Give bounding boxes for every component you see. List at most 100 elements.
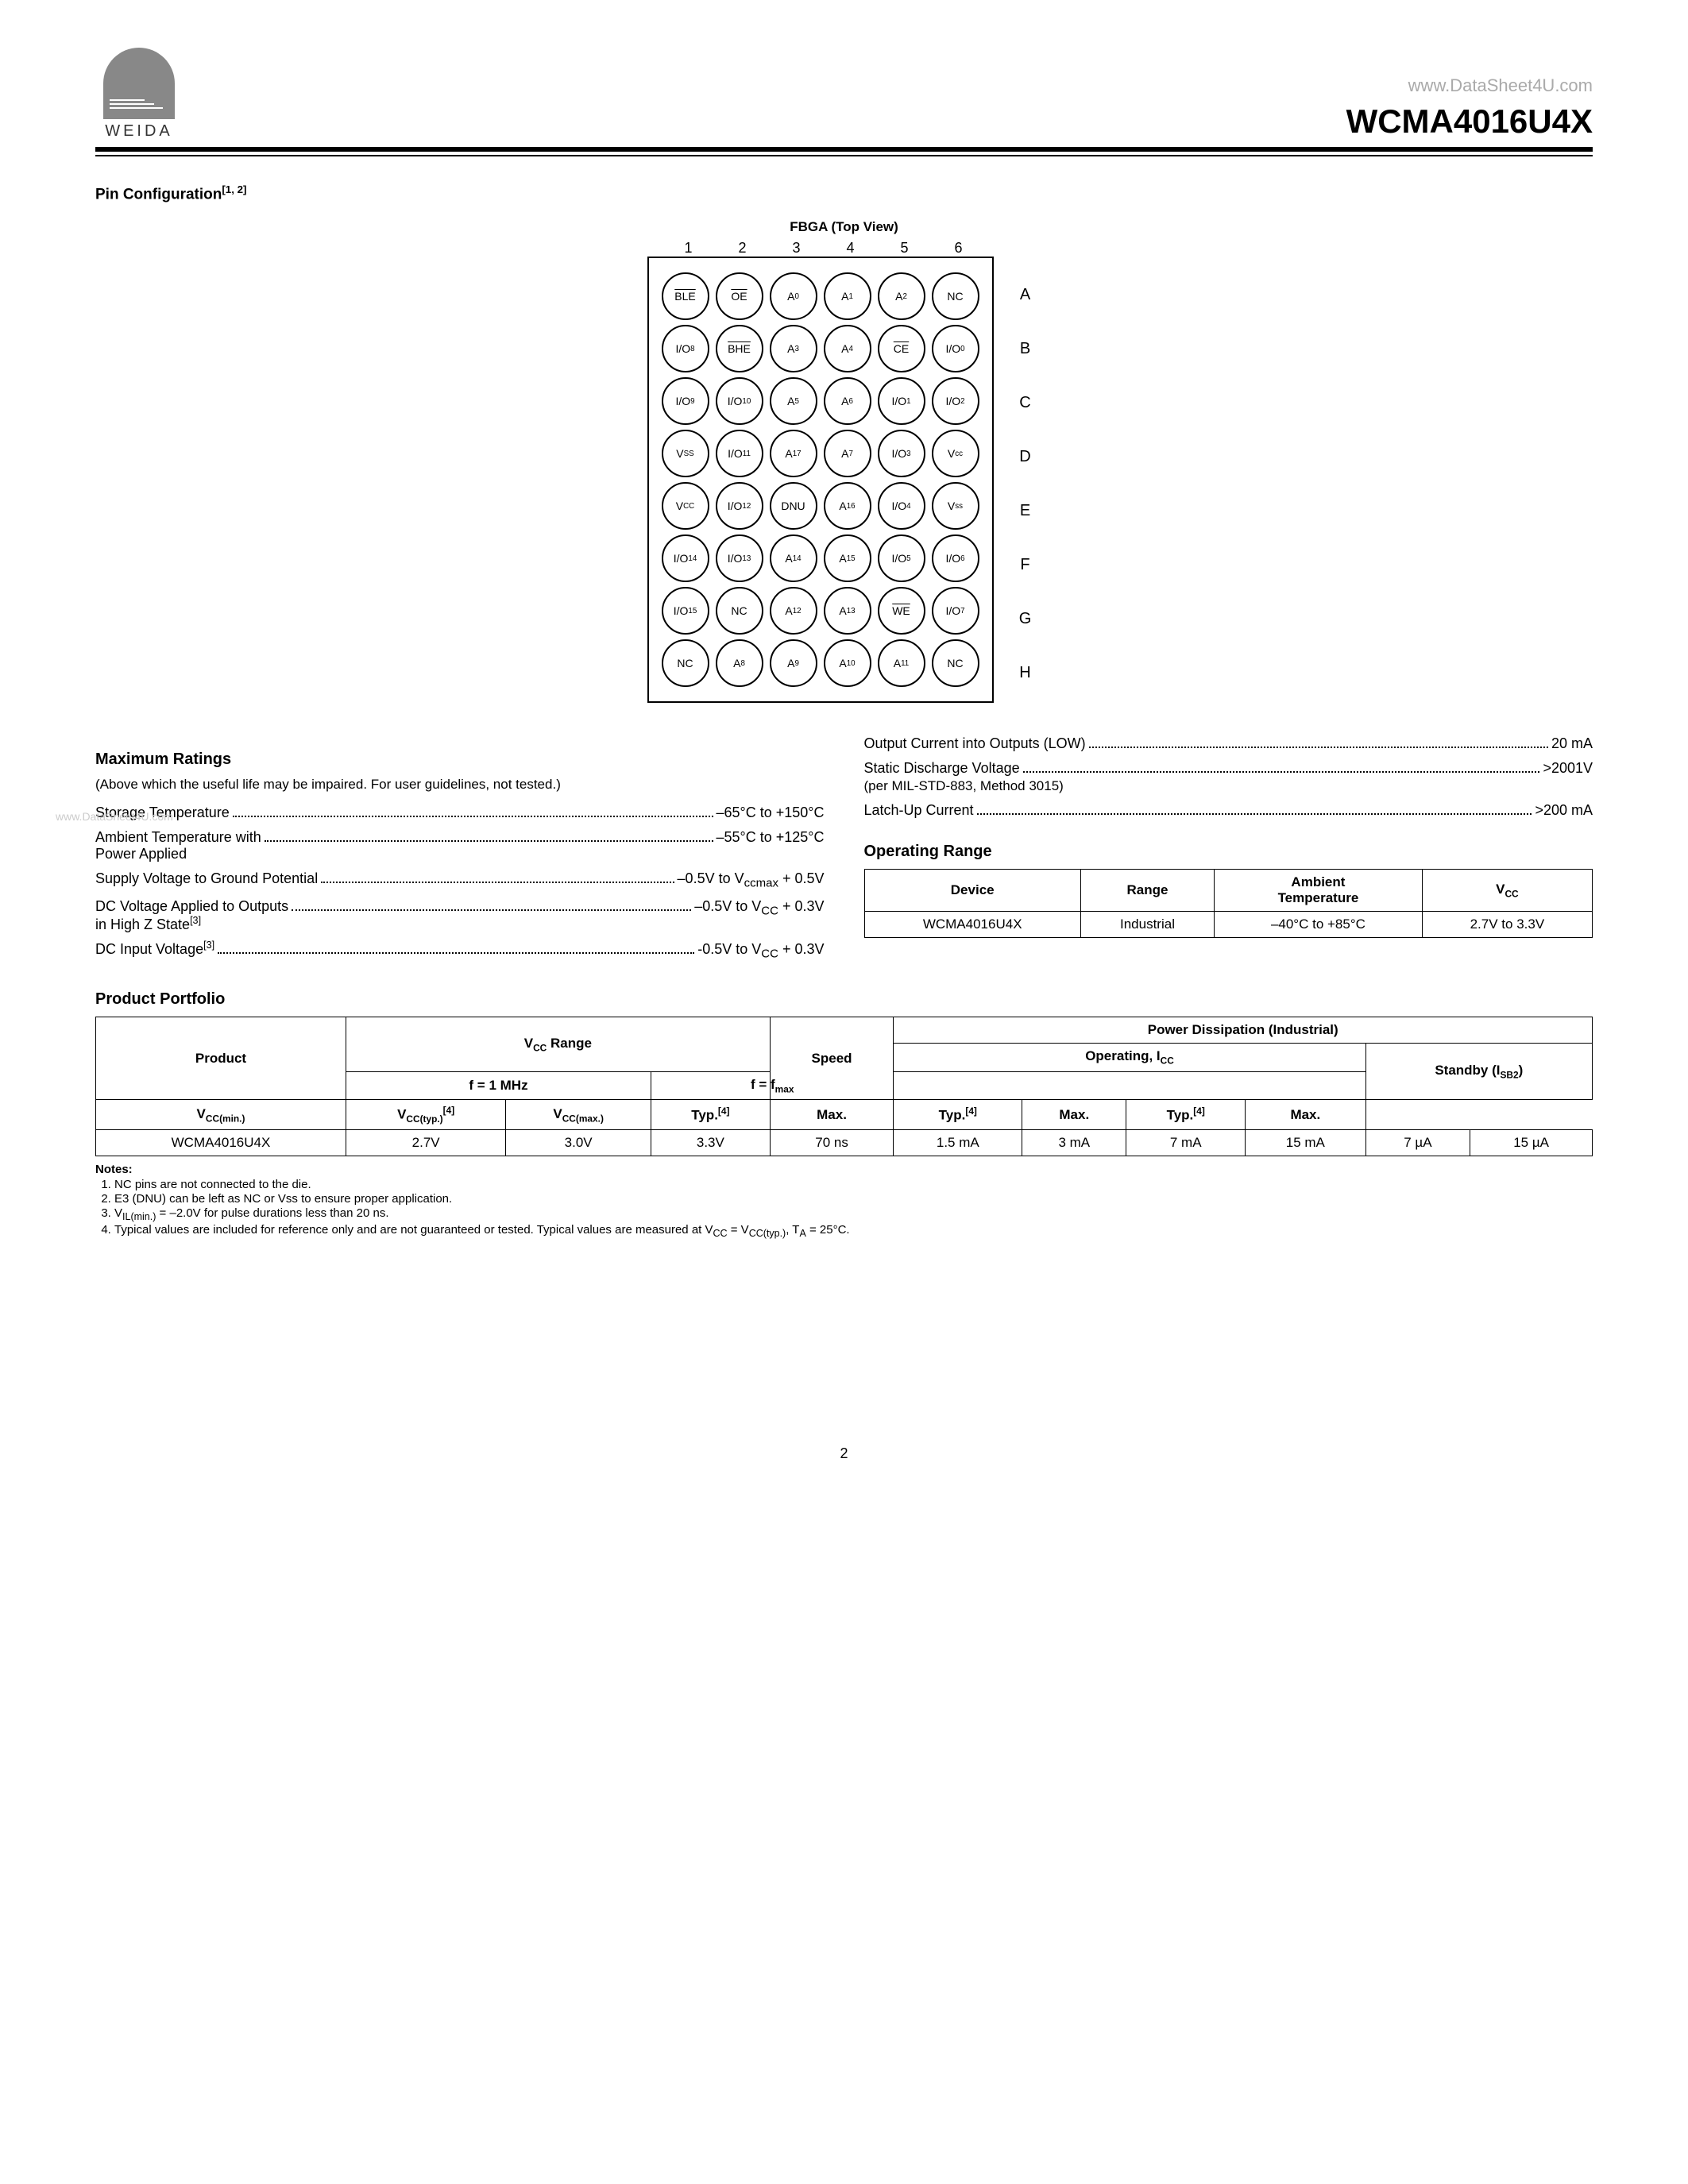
dotted-leader <box>218 940 694 954</box>
fbga-diagram: FBGA (Top View) 123456 BLEOEA0A1A2NCI/O8… <box>95 219 1593 703</box>
fbga-ball: I/O7 <box>932 587 979 635</box>
pin-config-superscript: [1, 2] <box>222 183 246 195</box>
rating-label: Latch-Up Current <box>864 802 974 819</box>
portfolio-h-vccmin: VCC(min.) <box>96 1100 346 1130</box>
header-right: www.DataSheet4U.com WCMA4016U4X <box>1346 75 1593 141</box>
fbga-ball: CE <box>878 325 925 372</box>
portfolio-h-typ3: Typ.[4] <box>1126 1100 1246 1130</box>
logo-graphic <box>103 48 175 119</box>
fbga-ball: A5 <box>770 377 817 425</box>
fbga-row-label: F <box>1010 538 1041 592</box>
rating-line: Ambient Temperature withPower Applied –55… <box>95 828 825 862</box>
portfolio-h-vcctyp: VCC(typ.)[4] <box>346 1100 505 1130</box>
rating-value: –65°C to +150°C <box>717 805 825 821</box>
portfolio-h-f1: f = 1 MHz <box>346 1071 651 1099</box>
op-range-temp: –40°C to +85°C <box>1215 911 1423 937</box>
fbga-ball: A12 <box>770 587 817 635</box>
note-item: NC pins are not connected to the die. <box>114 1178 1593 1191</box>
rating-label: DC Voltage Applied to Outputsin High Z S… <box>95 898 288 933</box>
fbga-ball: I/O0 <box>932 325 979 372</box>
dotted-leader <box>977 801 1532 815</box>
table-row: WCMA4016U4X Industrial –40°C to +85°C 2.… <box>864 911 1593 937</box>
portfolio-h-vcc: VCC Range <box>346 1017 770 1071</box>
fbga-col-header: 2 <box>716 240 770 257</box>
op-range-h-vcc: VCC <box>1422 869 1592 911</box>
logo-text: WEIDA <box>105 122 173 141</box>
watermark: www.DataSheet4U.com <box>56 810 173 823</box>
portfolio-vccmax: 3.3V <box>651 1130 771 1156</box>
fbga-ball: BLE <box>662 272 709 320</box>
max-ratings-column: Maximum Ratings (Above which the useful … <box>95 727 825 967</box>
fbga-grid: BLEOEA0A1A2NCI/O8BHEA3A4CEI/O0I/O9I/O10A… <box>647 257 994 703</box>
portfolio-h-vccmax: VCC(max.) <box>506 1100 651 1130</box>
fbga-ball: I/O8 <box>662 325 709 372</box>
fbga-ball: I/O6 <box>932 534 979 582</box>
fbga-ball-row: I/O15NCA12A13WEI/O7 <box>662 587 979 635</box>
fbga-col-header: 5 <box>878 240 932 257</box>
fbga-ball: A4 <box>824 325 871 372</box>
fbga-col-header: 3 <box>770 240 824 257</box>
pin-config-title-text: Pin Configuration <box>95 186 222 203</box>
fbga-container: 123456 BLEOEA0A1A2NCI/O8BHEA3A4CEI/O0I/O… <box>647 240 1041 703</box>
rating-label: DC Input Voltage[3] <box>95 940 214 958</box>
fbga-row-label: D <box>1010 430 1041 484</box>
rating-label: Ambient Temperature withPower Applied <box>95 829 261 862</box>
fbga-col-headers: 123456 <box>662 240 1041 257</box>
fbga-ball: I/O4 <box>878 482 925 530</box>
portfolio-vccmin: 2.7V <box>346 1130 505 1156</box>
fbga-ball: A13 <box>824 587 871 635</box>
fbga-ball-row: I/O8BHEA3A4CEI/O0 <box>662 325 979 372</box>
portfolio-h-typ1: Typ.[4] <box>651 1100 771 1130</box>
notes-list: NC pins are not connected to the die.E3 … <box>114 1178 1593 1239</box>
op-range-vcc: 2.7V to 3.3V <box>1422 911 1592 937</box>
rating-line: Latch-Up Current>200 mA <box>864 801 1593 819</box>
rating-value: –0.5V to Vccmax + 0.5V <box>678 870 825 890</box>
op-range-title: Operating Range <box>864 843 1593 861</box>
dotted-leader <box>265 828 713 842</box>
fbga-ball: A3 <box>770 325 817 372</box>
fbga-ball: NC <box>662 639 709 687</box>
dotted-leader <box>233 802 713 816</box>
fbga-ball: VCC <box>662 482 709 530</box>
rating-value: –0.5V to VCC + 0.3V <box>694 898 824 918</box>
portfolio-h-power: Power Dissipation (Industrial) <box>894 1017 1593 1044</box>
fbga-ball: NC <box>932 639 979 687</box>
portfolio-title: Product Portfolio <box>95 990 1593 1009</box>
portfolio-h-standby: Standby (ISB2) <box>1365 1044 1592 1100</box>
fbga-ball: OE <box>716 272 763 320</box>
portfolio-h-max2: Max. <box>1022 1100 1126 1130</box>
op-range-range: Industrial <box>1080 911 1214 937</box>
rating-label: Output Current into Outputs (LOW) <box>864 735 1086 752</box>
rating-label: Static Discharge Voltage <box>864 760 1020 777</box>
fbga-ball: I/O13 <box>716 534 763 582</box>
op-range-device: WCMA4016U4X <box>864 911 1080 937</box>
right-column: Output Current into Outputs (LOW)20 mASt… <box>864 727 1593 967</box>
rating-sublabel: (per MIL-STD-883, Method 3015) <box>864 778 1593 794</box>
fbga-ball: I/O11 <box>716 430 763 477</box>
fbga-row-label: A <box>1010 268 1041 322</box>
fbga-ball: A9 <box>770 639 817 687</box>
page-header: WEIDA www.DataSheet4U.com WCMA4016U4X <box>95 48 1593 152</box>
ratings-left-list: Storage Temperature–65°C to +150°CAmbien… <box>95 802 825 960</box>
dotted-leader <box>1023 758 1540 773</box>
fbga-ball: A10 <box>824 639 871 687</box>
portfolio-sbtyp: 7 µA <box>1365 1130 1470 1156</box>
fbga-ball: A2 <box>878 272 925 320</box>
rating-line: DC Voltage Applied to Outputsin High Z S… <box>95 896 825 932</box>
portfolio-table: Product VCC Range Speed Power Dissipatio… <box>95 1017 1593 1156</box>
rating-value: >2001V <box>1543 760 1593 777</box>
pin-config-heading: Pin Configuration[1, 2] <box>95 183 1593 203</box>
fbga-ball: NC <box>932 272 979 320</box>
fbga-ball: I/O5 <box>878 534 925 582</box>
rating-line: Static Discharge Voltage >2001V <box>864 758 1593 777</box>
rating-label: Supply Voltage to Ground Potential <box>95 870 318 887</box>
op-range-table: Device Range AmbientTemperature VCC WCMA… <box>864 869 1593 938</box>
fbga-ball-row: BLEOEA0A1A2NC <box>662 272 979 320</box>
notes-section: Notes: NC pins are not connected to the … <box>95 1163 1593 1239</box>
fbga-ball: I/O14 <box>662 534 709 582</box>
header-url: www.DataSheet4U.com <box>1346 75 1593 96</box>
fbga-ball: DNU <box>770 482 817 530</box>
part-number: WCMA4016U4X <box>1346 102 1593 141</box>
rating-value: –55°C to +125°C <box>717 829 825 846</box>
table-header-row: VCC(min.) VCC(typ.)[4] VCC(max.) Typ.[4]… <box>96 1100 1593 1130</box>
